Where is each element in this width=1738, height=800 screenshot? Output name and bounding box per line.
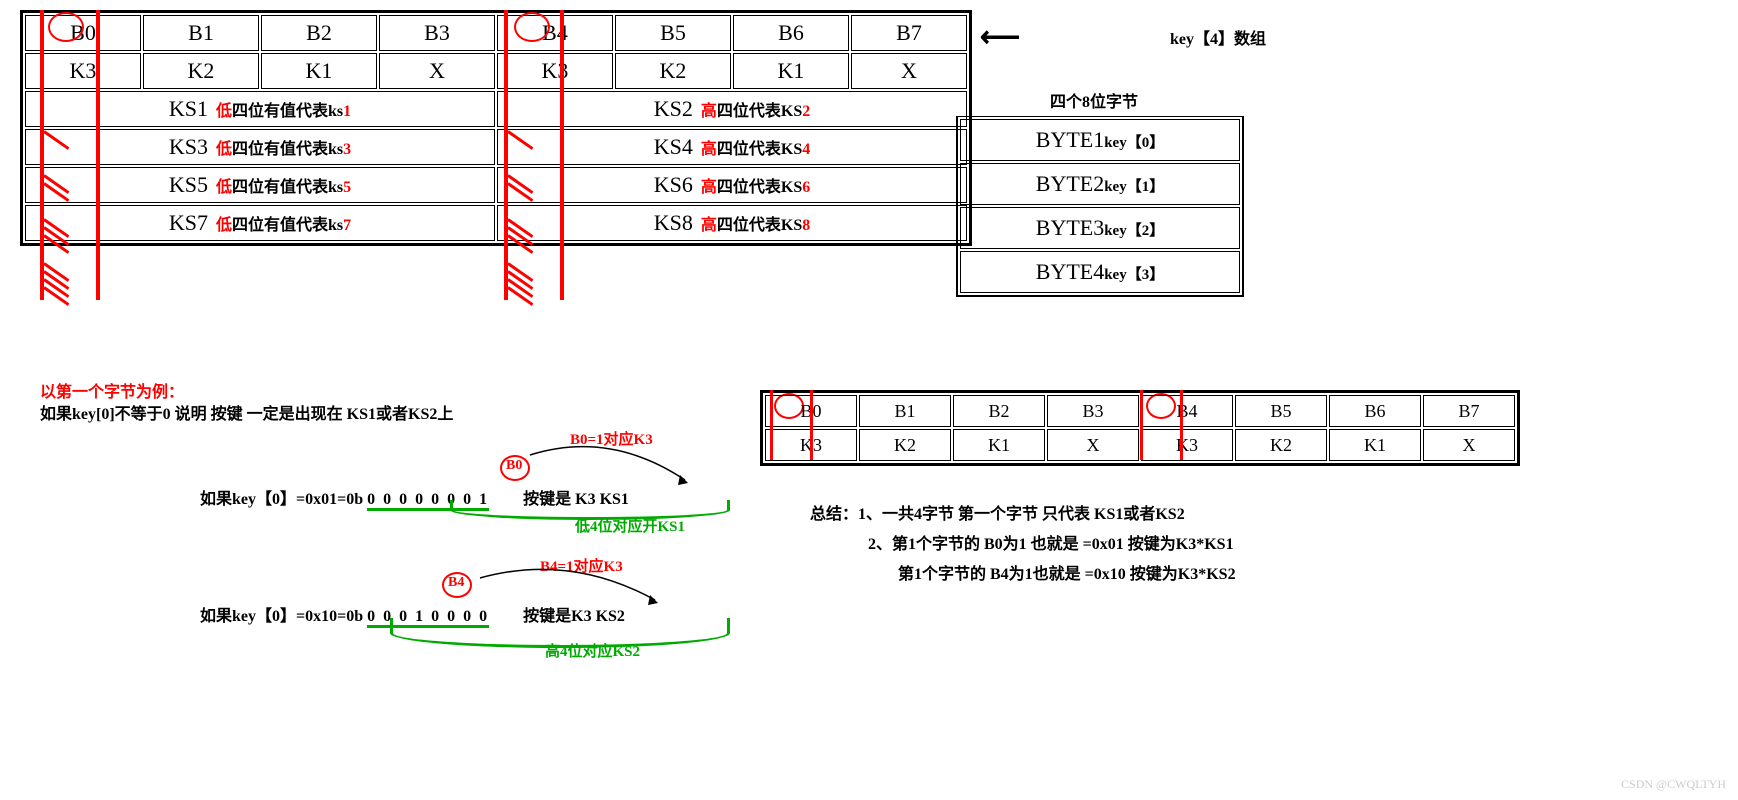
sm-bit-cell: B1 (859, 395, 951, 427)
key-cell: K2 (615, 53, 731, 89)
eq1-green-label: 低4位对应开KS1 (575, 515, 685, 536)
arrow-left-icon: ⟵ (980, 20, 1020, 54)
key-cell: K3 (497, 53, 613, 89)
red-vline (504, 10, 508, 300)
sm-key-cell: K2 (1235, 429, 1327, 461)
byte-cell: BYTE1key【0】 (960, 119, 1240, 161)
sm-key-cell: K1 (953, 429, 1045, 461)
bit-cell: B3 (379, 15, 495, 51)
red-vline (810, 390, 813, 460)
sm-key-cell: X (1423, 429, 1515, 461)
eq2-prefix: 如果key【0】=0x10=0b (200, 608, 363, 625)
eq1-prefix: 如果key【0】=0x01=0b (200, 491, 363, 508)
example-line: 如果key[0]不等于0 说明 按键 一定是出现在 KS1或者KS2上 (40, 400, 453, 424)
red-vline (96, 10, 100, 300)
key-cell: K1 (733, 53, 849, 89)
red-circle (48, 12, 84, 42)
byte-cell: BYTE2key【1】 (960, 163, 1240, 205)
red-vline (560, 10, 564, 300)
sm-bit-cell: B2 (953, 395, 1045, 427)
sm-key-cell: K1 (1329, 429, 1421, 461)
bit-cell: B7 (851, 15, 967, 51)
ks-right-cell: KS6高四位代表KS6 (497, 167, 967, 203)
main-bit-table: B0B1B2B3B4B5B6B7 K3K2K1XK3K2K1X KS1低四位有值… (20, 10, 972, 246)
example-title: 以第一个字节为例： (40, 378, 184, 402)
ks-right-cell: KS4高四位代表KS4 (497, 129, 967, 165)
key-cell: X (379, 53, 495, 89)
sm-bit-cell: B5 (1235, 395, 1327, 427)
key-cell: K2 (143, 53, 259, 89)
ks-right-cell: KS8高四位代表KS8 (497, 205, 967, 241)
bit-cell: B1 (143, 15, 259, 51)
eq2-b4-label: B4 (448, 575, 464, 591)
red-circle (514, 12, 550, 42)
bit-cell: B5 (615, 15, 731, 51)
key-cell: X (851, 53, 967, 89)
sm-bit-cell: B6 (1329, 395, 1421, 427)
byte-column: BYTE1key【0】BYTE2key【1】BYTE3key【2】BYTE4ke… (956, 116, 1244, 297)
sm-bit-cell: B3 (1047, 395, 1139, 427)
summary-1: 总结：1、一共4字节 第一个字节 只代表 KS1或者KS2 (810, 500, 1185, 524)
byte-cell: BYTE3key【2】 (960, 207, 1240, 249)
ks-right-cell: KS2高四位代表KS2 (497, 91, 967, 127)
label-four-bytes: 四个8位字节 (1050, 88, 1138, 112)
summary-2: 2、第1个字节的 B0为1 也就是 =0x01 按键为K3*KS1 (868, 530, 1234, 554)
sm-key-cell: K3 (1141, 429, 1233, 461)
byte-cell: BYTE4key【3】 (960, 251, 1240, 293)
sm-key-cell: K2 (859, 429, 951, 461)
sm-key-cell: X (1047, 429, 1139, 461)
sm-bit-cell: B4 (1141, 395, 1233, 427)
red-vline (40, 10, 44, 300)
eq2-green-label: 高4位对应KS2 (545, 640, 640, 661)
label-key-array: key【4】数组 (1170, 25, 1266, 49)
summary-3: 第1个字节的 B4为1也就是 =0x10 按键为K3*KS2 (898, 560, 1236, 584)
eq2-arrow (470, 558, 670, 608)
bit-cell: B6 (733, 15, 849, 51)
red-vline (770, 390, 773, 460)
red-vline (1140, 390, 1143, 460)
key-cell: K1 (261, 53, 377, 89)
sm-bit-cell: B7 (1423, 395, 1515, 427)
eq1-arrow (520, 435, 700, 490)
watermark: CSDN @CWQLTYH (1621, 777, 1726, 792)
red-vline (1180, 390, 1183, 460)
bit-cell: B2 (261, 15, 377, 51)
